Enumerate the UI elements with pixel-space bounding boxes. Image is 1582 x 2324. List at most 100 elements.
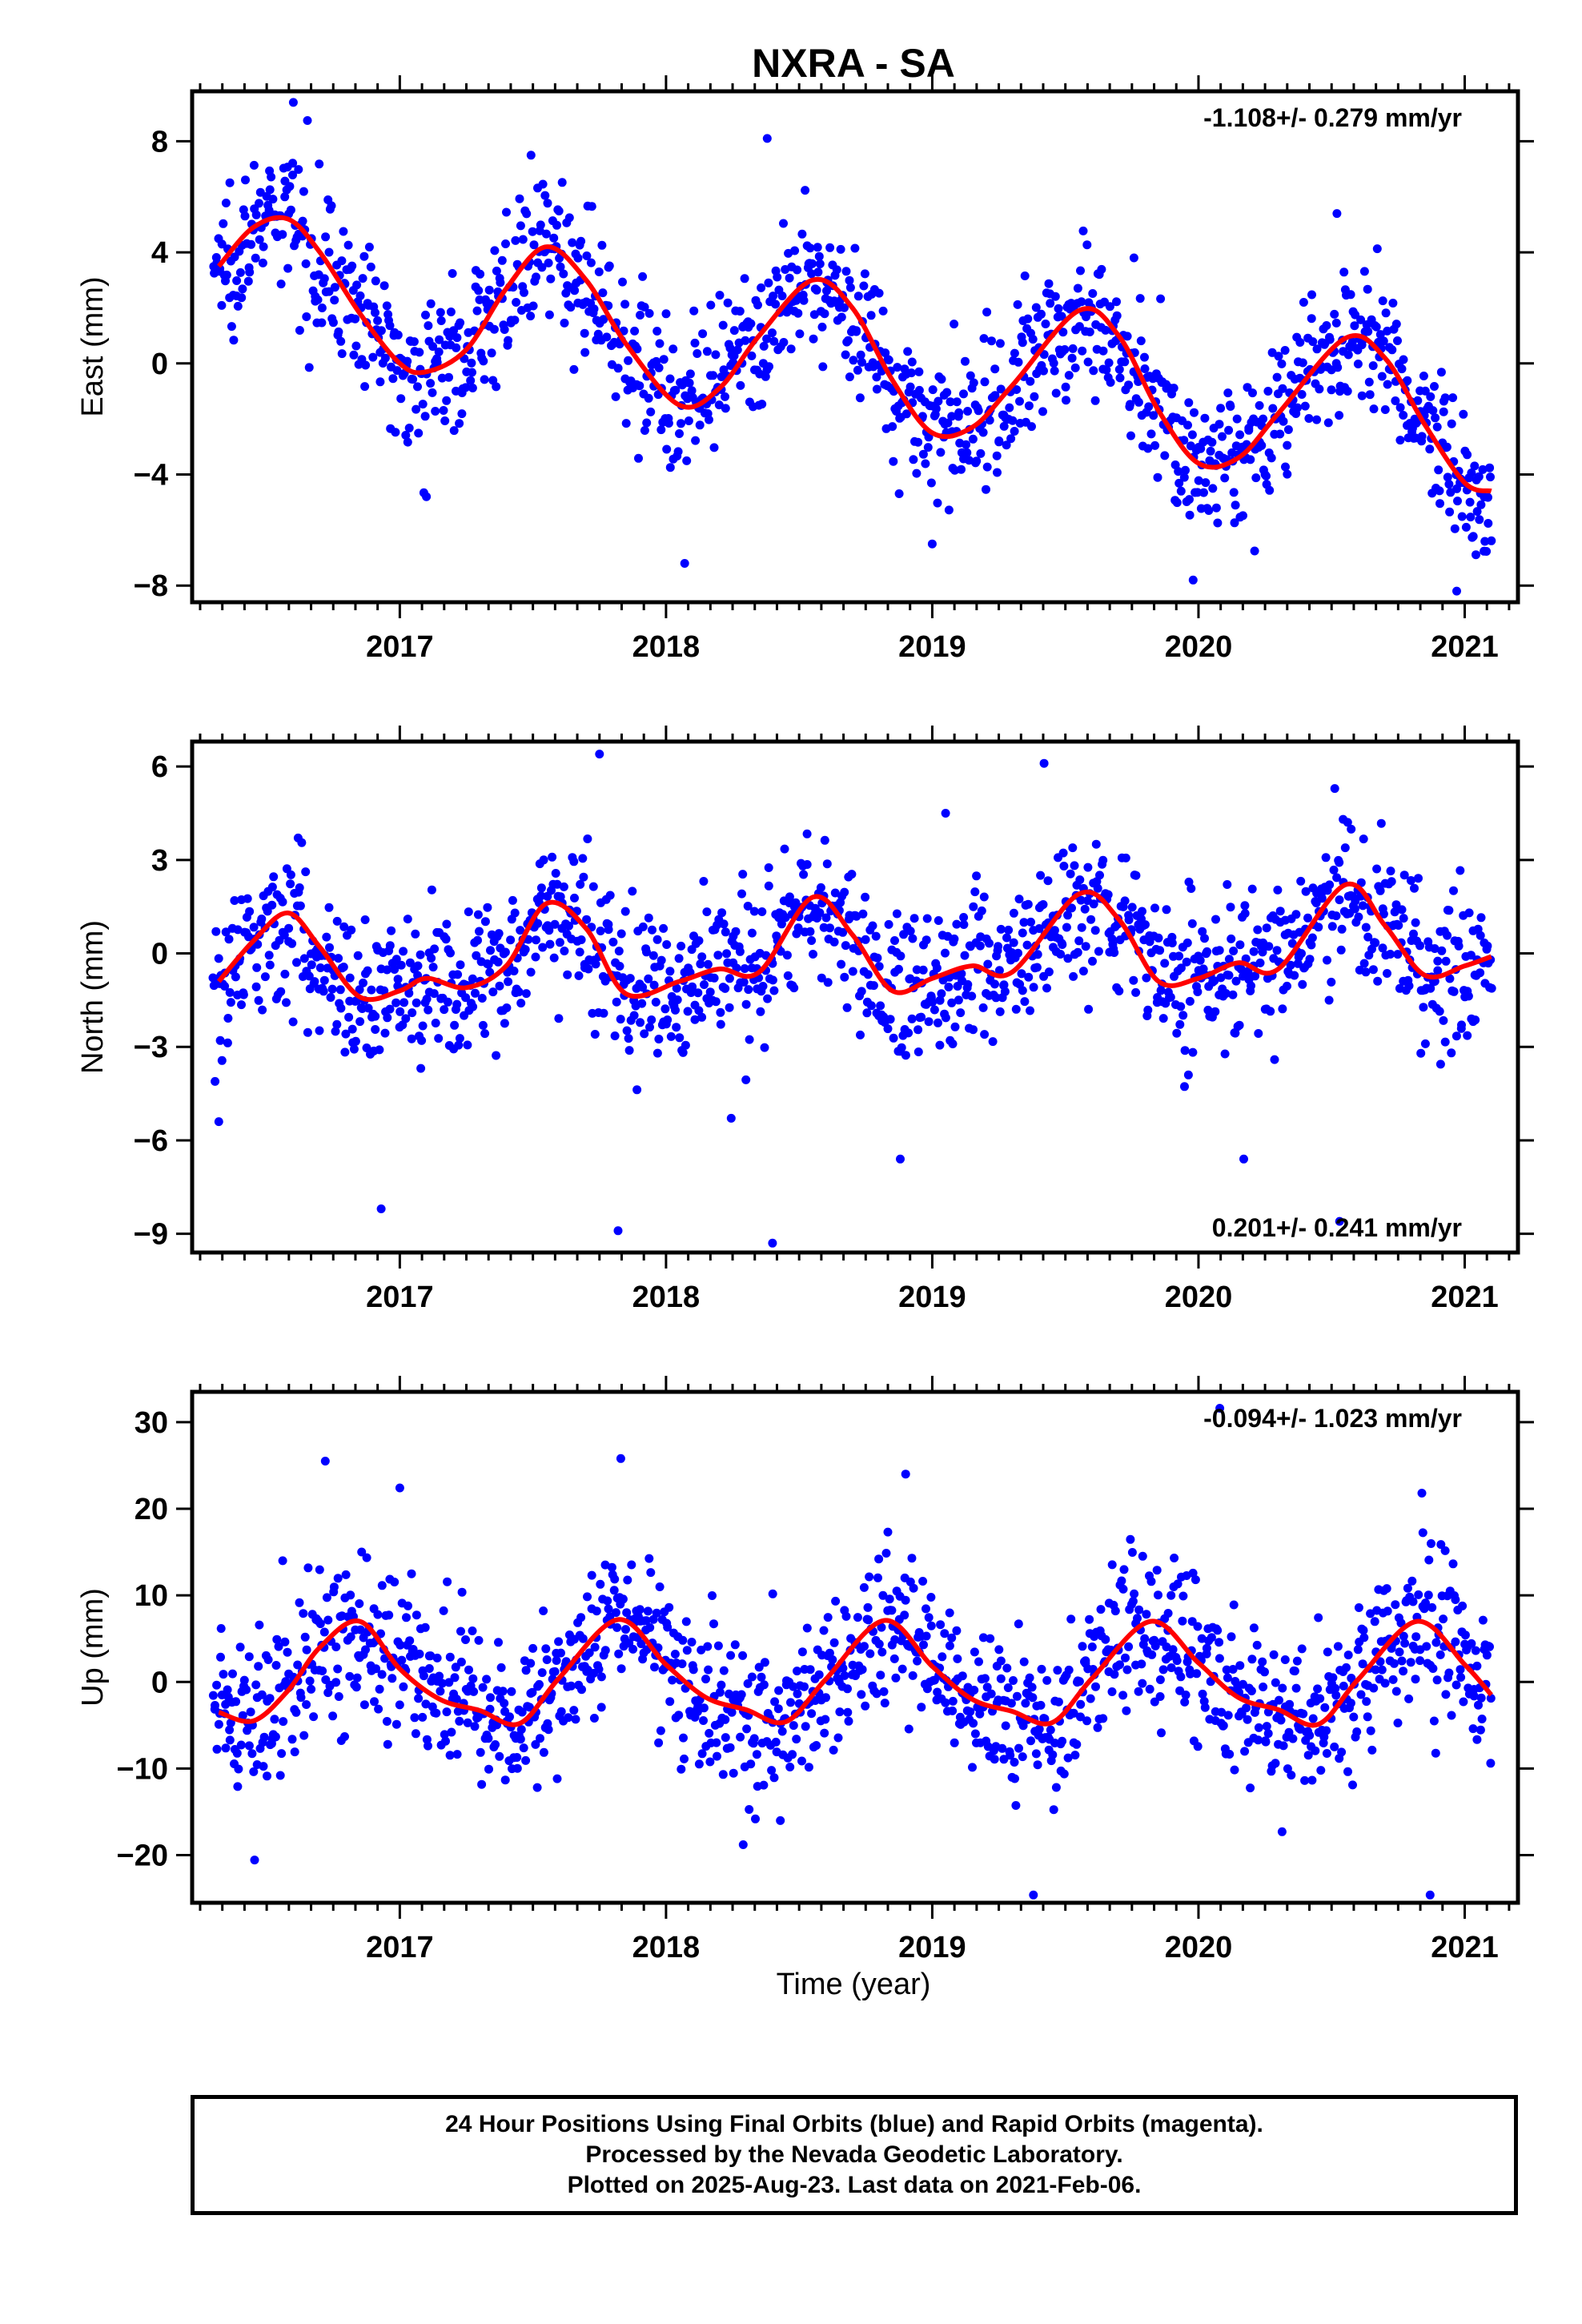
data-point xyxy=(249,923,259,932)
data-point xyxy=(345,973,355,983)
data-point xyxy=(400,998,409,1007)
data-point xyxy=(1352,1727,1362,1736)
data-point xyxy=(1463,1031,1472,1040)
data-point xyxy=(500,1699,509,1708)
data-point xyxy=(843,1707,853,1717)
data-point xyxy=(717,908,727,918)
data-point xyxy=(907,1554,917,1563)
data-point xyxy=(721,983,730,993)
data-point xyxy=(437,373,447,383)
outlier-point xyxy=(288,98,298,107)
data-point xyxy=(299,954,309,963)
data-point xyxy=(874,962,884,971)
data-point xyxy=(950,1738,959,1747)
data-point xyxy=(642,418,652,428)
data-point xyxy=(1038,900,1048,909)
data-point xyxy=(1050,926,1059,935)
data-point xyxy=(856,350,865,360)
data-point xyxy=(994,1645,1004,1655)
data-point xyxy=(1320,1703,1330,1712)
data-point xyxy=(564,1713,573,1723)
data-point xyxy=(421,310,430,320)
data-point xyxy=(1366,1726,1375,1735)
data-point xyxy=(516,1725,526,1735)
data-point xyxy=(797,1756,806,1766)
data-point xyxy=(801,186,810,195)
data-point xyxy=(1283,425,1293,434)
data-point xyxy=(1018,338,1027,348)
data-point xyxy=(373,1610,383,1619)
data-point xyxy=(1104,358,1114,368)
data-point xyxy=(371,1011,380,1021)
data-point xyxy=(583,1592,592,1602)
data-point xyxy=(802,1623,812,1633)
data-point xyxy=(1192,1669,1202,1679)
data-point xyxy=(594,1664,604,1674)
data-point xyxy=(726,1651,736,1660)
data-point xyxy=(1379,909,1388,919)
data-point xyxy=(1220,1049,1230,1059)
data-point xyxy=(510,316,520,325)
data-point xyxy=(908,934,917,943)
data-point xyxy=(1119,1565,1129,1574)
data-point xyxy=(1450,524,1460,533)
data-point xyxy=(1262,1722,1271,1731)
data-point xyxy=(319,274,329,283)
data-point xyxy=(716,1019,725,1029)
data-point xyxy=(747,928,757,938)
data-point xyxy=(295,901,305,911)
data-point xyxy=(420,412,430,421)
data-point xyxy=(355,1625,365,1634)
data-point xyxy=(239,990,248,999)
data-point xyxy=(1026,376,1035,386)
data-point xyxy=(541,229,551,239)
data-point xyxy=(1145,1684,1154,1694)
data-point xyxy=(315,1565,324,1574)
data-point xyxy=(404,424,414,432)
data-point xyxy=(795,329,805,339)
data-point xyxy=(219,1670,228,1679)
data-point xyxy=(1471,1015,1480,1025)
data-point xyxy=(654,363,664,372)
data-point xyxy=(900,1610,909,1620)
data-point xyxy=(1037,1664,1046,1674)
data-point xyxy=(569,364,579,374)
data-point xyxy=(1057,312,1066,321)
data-point xyxy=(656,1726,665,1735)
data-point xyxy=(982,462,992,472)
data-point xyxy=(1453,497,1462,506)
data-point xyxy=(1013,300,1022,309)
data-point xyxy=(1176,1672,1186,1682)
data-point xyxy=(941,1013,950,1023)
data-point xyxy=(405,1636,415,1646)
data-point xyxy=(1078,1642,1087,1651)
data-point xyxy=(321,232,331,242)
x-tick-label: 2021 xyxy=(1431,1931,1499,1964)
data-point xyxy=(678,1635,688,1645)
data-point xyxy=(1312,344,1322,354)
data-point xyxy=(496,278,505,287)
data-point xyxy=(286,205,295,215)
data-point xyxy=(1106,378,1115,387)
data-point xyxy=(1150,903,1159,913)
data-point xyxy=(741,999,751,1009)
data-point xyxy=(267,900,277,910)
data-point xyxy=(995,1007,1005,1016)
data-point xyxy=(688,982,697,991)
data-point xyxy=(859,1582,869,1592)
x-tick-label: 2019 xyxy=(898,1281,966,1314)
y-tick-label: 10 xyxy=(135,1579,168,1613)
data-point xyxy=(490,246,500,255)
data-point xyxy=(821,913,831,923)
data-point xyxy=(1224,955,1234,964)
data-point xyxy=(866,311,876,320)
data-point xyxy=(905,382,915,392)
data-point xyxy=(986,1689,996,1699)
data-point xyxy=(842,1003,852,1012)
data-point xyxy=(446,308,456,316)
data-point xyxy=(1399,870,1409,880)
data-point xyxy=(337,349,347,359)
data-point xyxy=(1232,414,1242,424)
data-point xyxy=(937,375,946,384)
data-point xyxy=(1031,303,1041,312)
